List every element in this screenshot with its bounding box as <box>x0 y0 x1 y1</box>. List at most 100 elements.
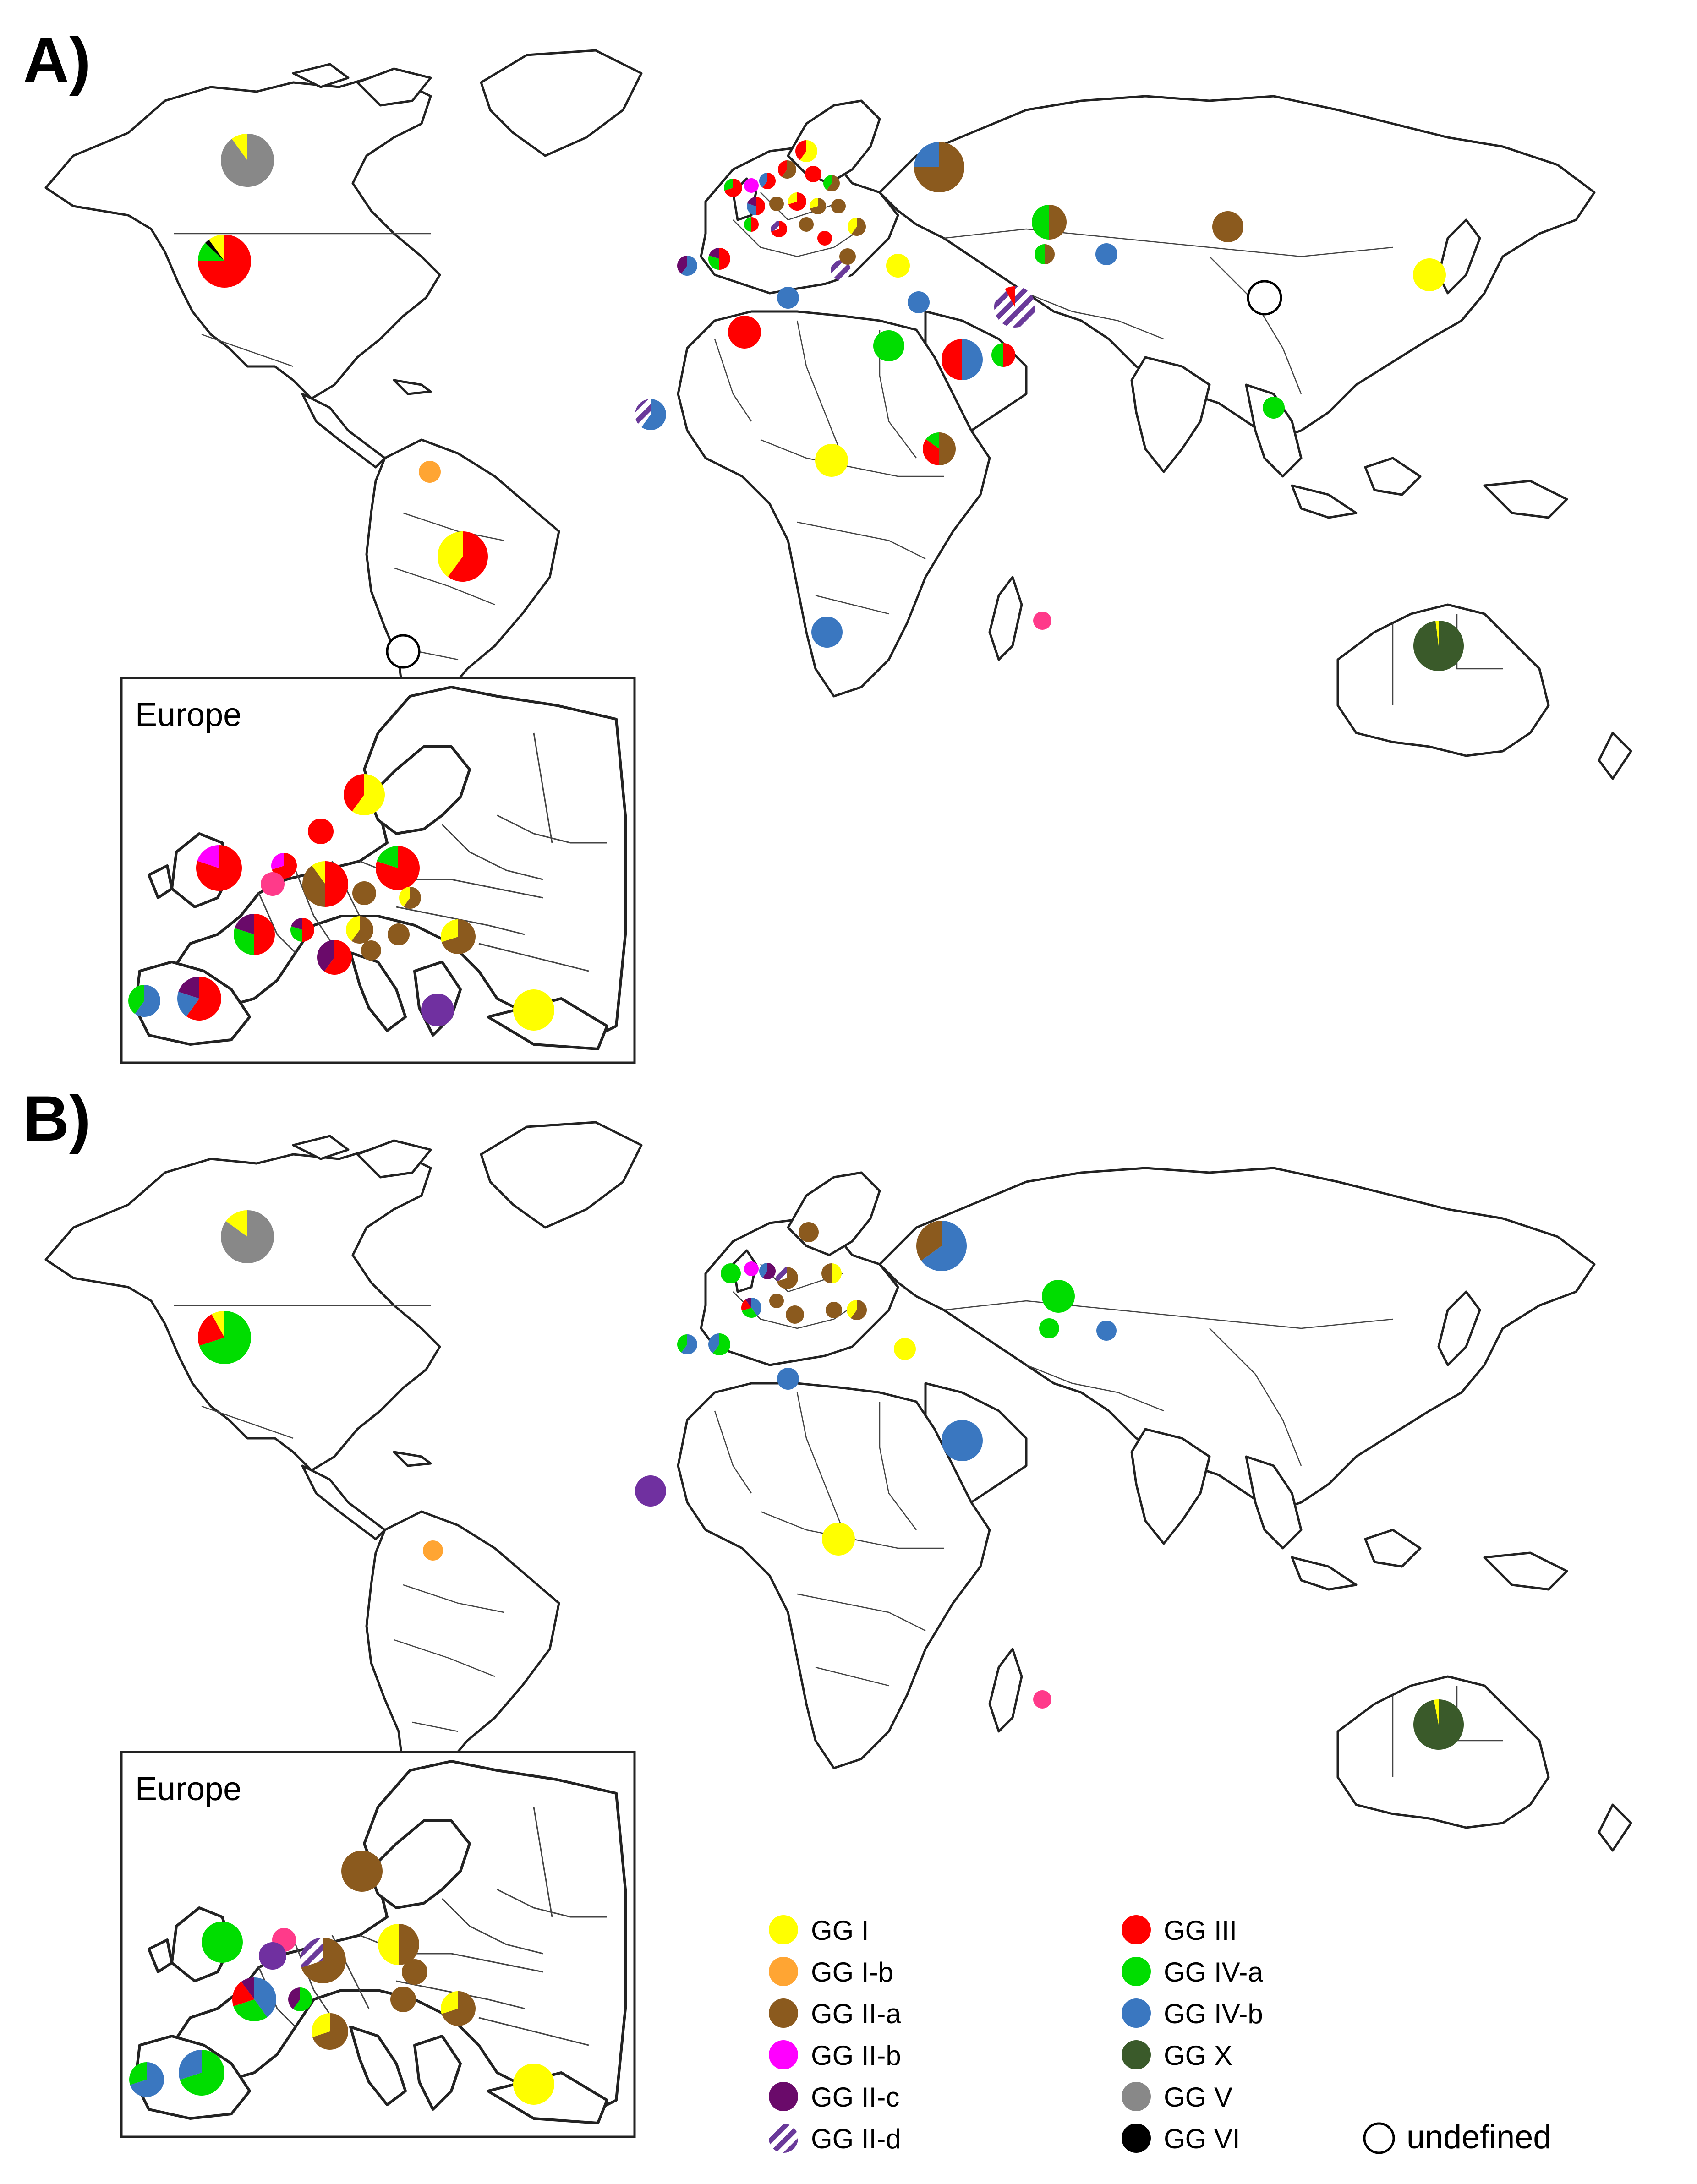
pie-slice <box>226 1210 247 1237</box>
pie-slice <box>1413 621 1464 671</box>
pie-slice <box>942 1420 983 1461</box>
pie-slice <box>921 1221 967 1271</box>
pie-slice <box>747 203 756 215</box>
pie-slice <box>709 248 719 259</box>
marker-cyprus <box>908 291 930 313</box>
marker-australia <box>1413 1699 1464 1750</box>
pie-slice <box>220 134 274 187</box>
pie-slice <box>1005 286 1015 307</box>
legend-item: GG II-b <box>769 2040 901 2071</box>
marker-europe-small <box>799 217 814 232</box>
pie-slice <box>399 887 410 907</box>
pie-slice <box>178 977 199 999</box>
pie-slice <box>202 1922 243 1963</box>
pie-slice <box>199 1311 251 1364</box>
legend-swatch <box>1122 2082 1151 2111</box>
marker-kazakhstan <box>1042 1280 1075 1313</box>
pie-slice <box>196 845 242 891</box>
marker-french-guiana <box>423 1540 443 1561</box>
pie-slice <box>290 926 302 942</box>
marker-usa <box>198 235 251 288</box>
marker-europe-small <box>823 175 840 191</box>
marker-europe-small <box>839 248 856 265</box>
legend-swatch <box>769 1957 798 1986</box>
pie-slice <box>1434 1699 1439 1725</box>
marker-europe-small <box>747 197 765 215</box>
pie-slice <box>769 197 784 211</box>
legend-swatch <box>1122 1915 1151 1944</box>
legend-swatch <box>1122 2040 1151 2069</box>
pie-slice <box>325 861 348 907</box>
pie-slice <box>352 881 376 905</box>
pie-slice <box>1413 1699 1464 1750</box>
marker-turkey <box>894 1338 916 1360</box>
marker-tunisia <box>777 1368 799 1390</box>
inset-marker <box>312 2013 348 2050</box>
pie-slice <box>744 178 759 193</box>
inset-marker <box>271 853 297 879</box>
pie-slice <box>448 531 488 582</box>
marker-egypt <box>873 330 904 361</box>
pie-slice <box>769 1294 784 1308</box>
pie-slice <box>441 919 476 954</box>
pie-slice <box>421 994 454 1026</box>
pie-slice <box>708 255 719 270</box>
pie-slice <box>254 914 275 955</box>
pie-slice <box>341 1851 383 1892</box>
pie-slice <box>744 217 751 232</box>
marker-europe-small <box>805 166 821 182</box>
marker-europe-small <box>677 256 697 276</box>
legend-item: GG III <box>1122 1915 1237 1946</box>
marker-senegal <box>635 399 666 430</box>
inset-marker <box>390 1987 416 2012</box>
marker-french-guiana <box>419 461 441 483</box>
pie-slice <box>205 240 224 261</box>
pie-slice <box>1003 343 1015 367</box>
pie-slice <box>810 198 818 209</box>
pie-slice <box>1247 280 1282 316</box>
pie-slice <box>914 142 939 167</box>
pie-slice <box>291 918 302 930</box>
legend-swatch <box>1122 2124 1151 2153</box>
marker-iran <box>994 286 1036 328</box>
pie-slice <box>916 1221 942 1261</box>
pie-slice <box>925 432 939 449</box>
pie-slice <box>180 2050 225 2096</box>
pie-slice <box>799 1222 819 1242</box>
pie-slice <box>186 977 222 1021</box>
marker-europe-small <box>708 1333 730 1355</box>
pie-slice <box>513 2064 554 2105</box>
marker-europe-small <box>817 231 832 246</box>
pie-slice <box>681 1334 697 1354</box>
markers-panel-b <box>197 1210 1464 1750</box>
pie-slice <box>810 198 827 215</box>
pie-slice <box>241 1977 254 1999</box>
pie-slice <box>1435 620 1439 646</box>
marker-europe-small <box>744 1261 759 1276</box>
inset-marker <box>261 872 285 896</box>
pie-slice <box>301 1938 346 1983</box>
legend-item: GG X <box>1122 2040 1232 2071</box>
pie-slice <box>751 217 759 232</box>
pie-slice <box>513 989 554 1031</box>
pie-slice <box>438 531 463 577</box>
pie-slice <box>777 287 799 309</box>
pie-slice <box>234 928 254 955</box>
pie-slice <box>259 1942 286 1970</box>
pie-slice <box>302 918 314 942</box>
pie-slice <box>923 439 939 465</box>
pie-slice <box>677 256 687 274</box>
inset-marker <box>421 994 454 1026</box>
pie-slice <box>1039 1318 1059 1338</box>
marker-uae <box>991 343 1015 367</box>
pie-slice <box>128 985 144 1014</box>
pie-slice <box>942 339 962 380</box>
pie-slice <box>776 1267 787 1282</box>
marker-europe-small <box>724 179 742 197</box>
pie-slice <box>742 1308 757 1318</box>
pie-slice <box>777 1368 799 1390</box>
pie-slice <box>851 1300 867 1320</box>
pie-slice <box>822 1523 855 1556</box>
pie-slice <box>788 192 797 205</box>
pie-slice <box>352 774 385 816</box>
